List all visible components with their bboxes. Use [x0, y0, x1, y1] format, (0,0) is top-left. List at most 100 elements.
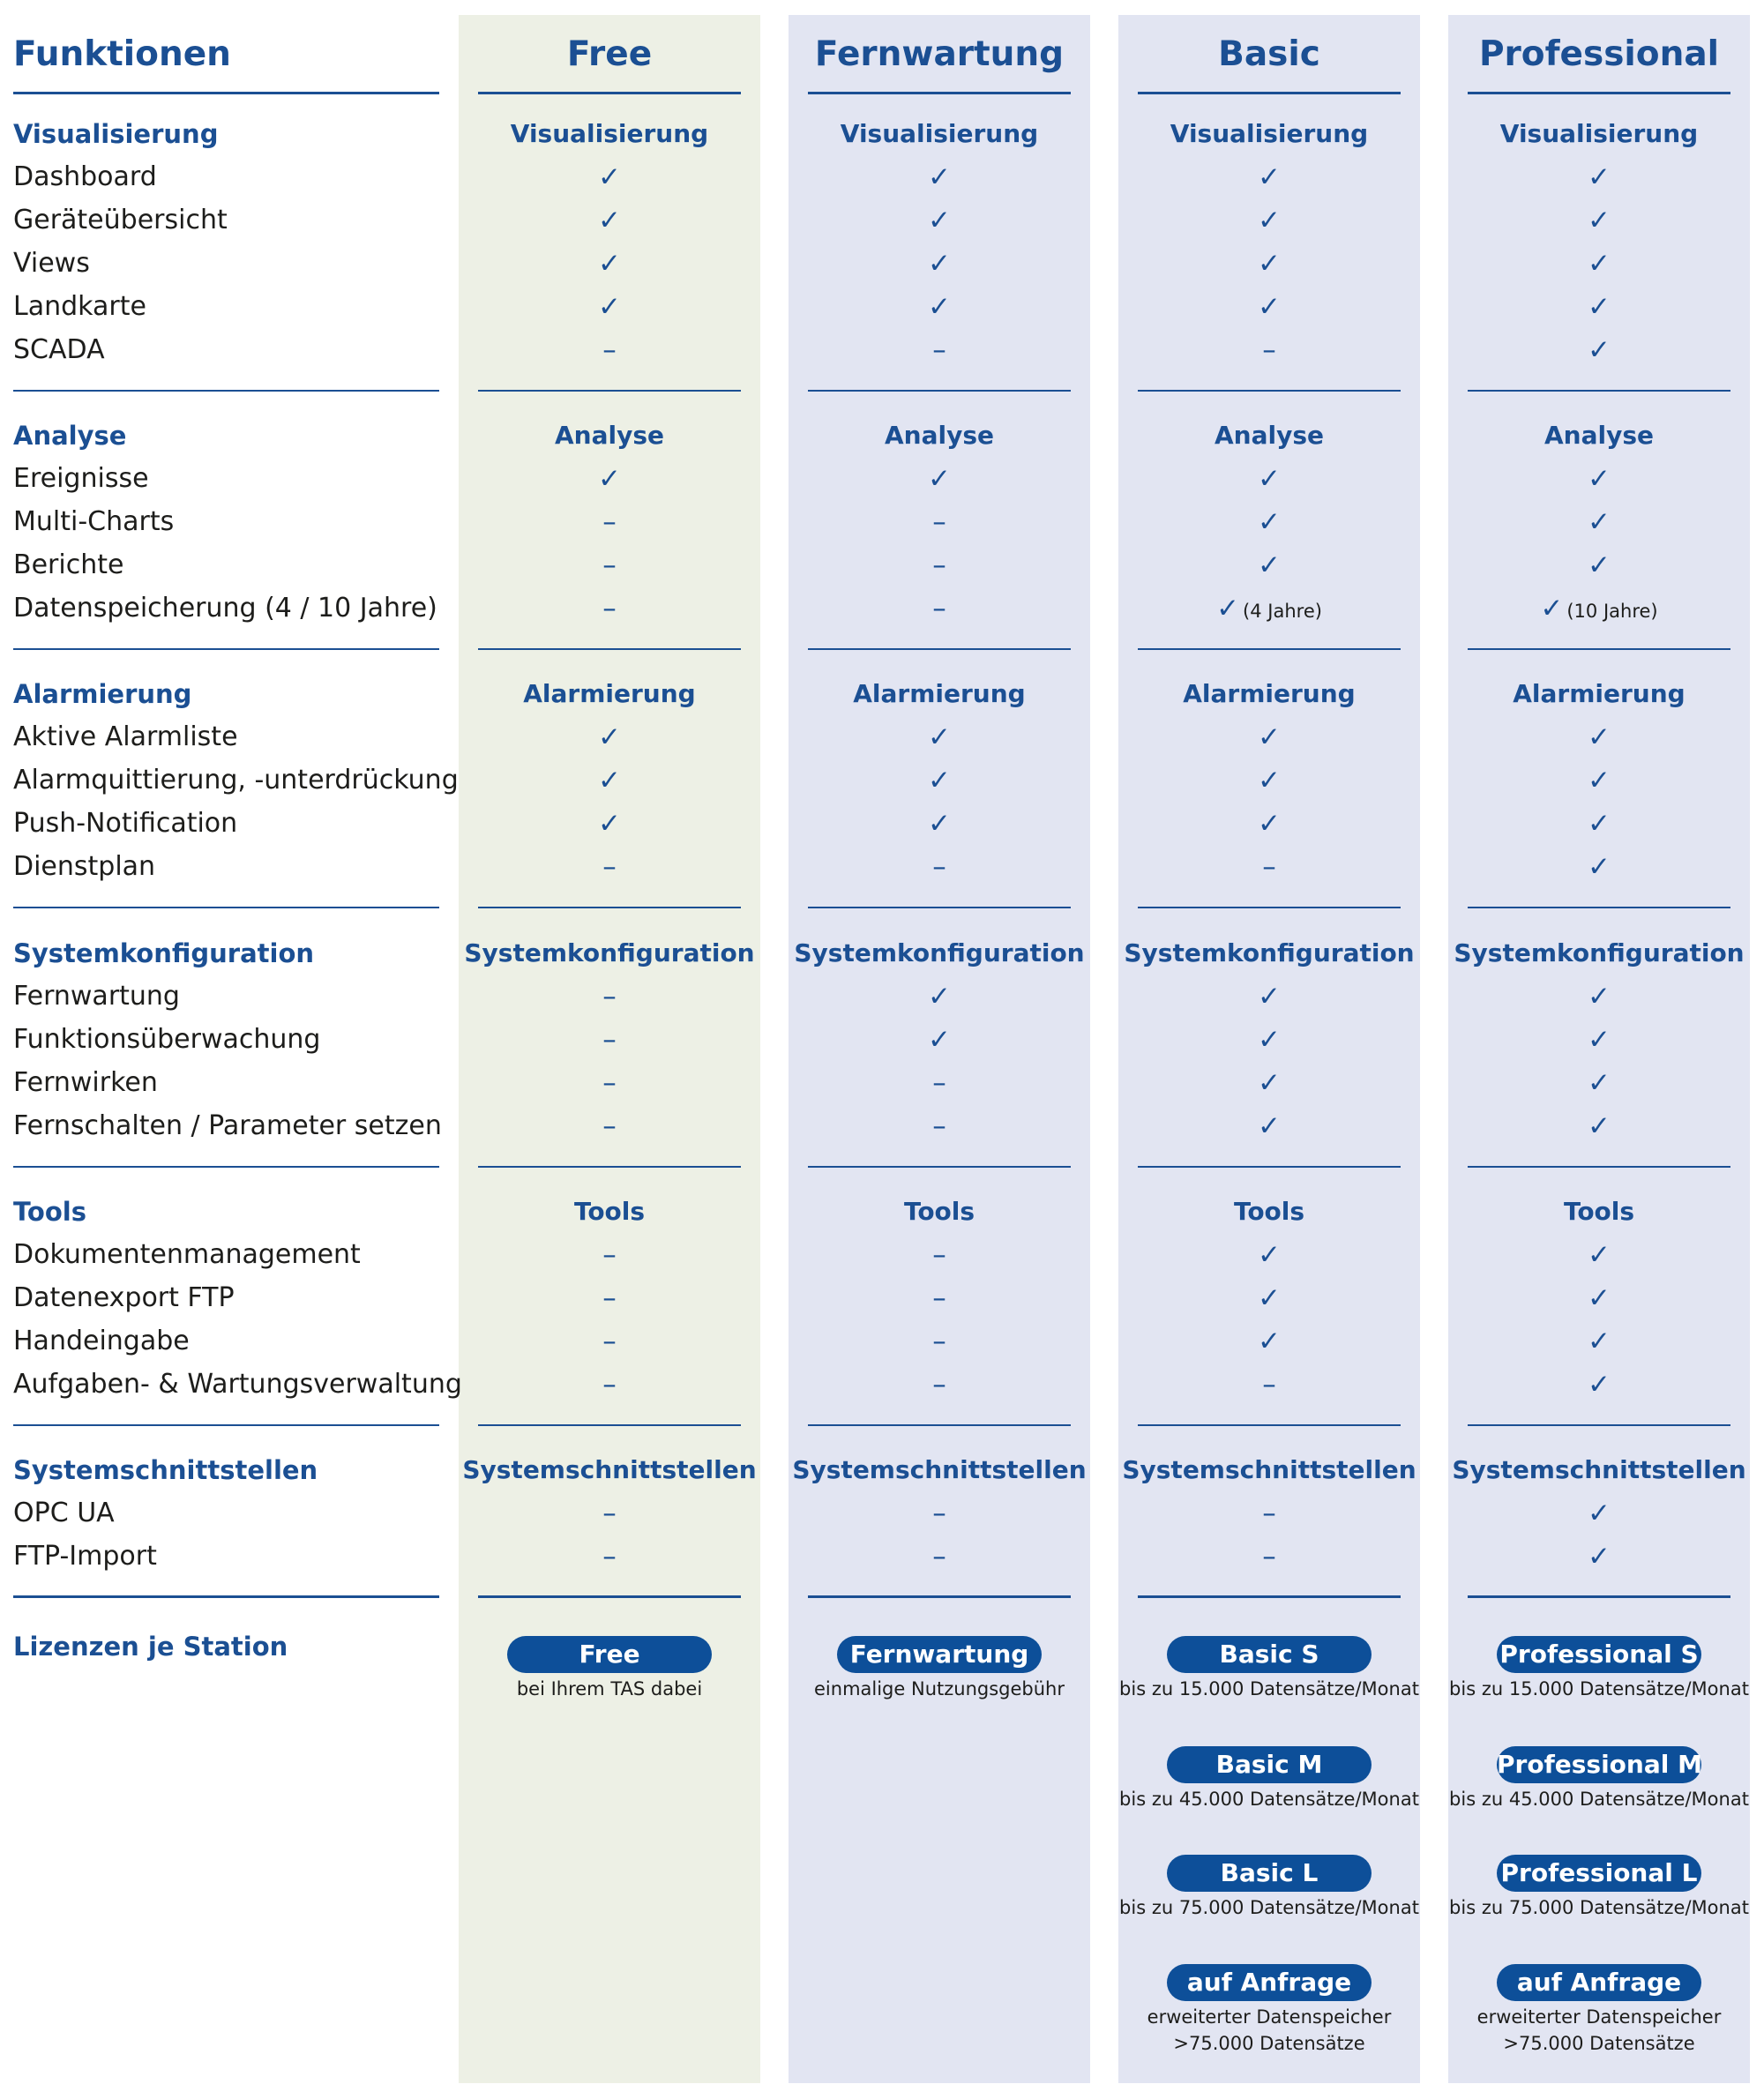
- plan-section-title-systemschnittstellen: Systemschnittstellen: [1452, 1455, 1746, 1484]
- feature-cell: ✓: [1448, 1320, 1750, 1363]
- feature-cell: ✓: [1448, 846, 1750, 888]
- basic-column-background: [1118, 15, 1420, 2083]
- checkmark-icon: ✓: [1588, 1498, 1611, 1529]
- dash-icon: –: [932, 851, 946, 883]
- dash-icon: –: [932, 1498, 946, 1529]
- feature-label: Dienstplan: [13, 851, 156, 882]
- feature-cell: –: [459, 1019, 760, 1061]
- plan-section-title-alarmierung: Alarmierung: [1513, 679, 1686, 708]
- feature-cell: ✓: [789, 286, 1090, 328]
- section-visualisierung-divider-functions: [13, 390, 439, 392]
- section-systemkonfiguration-divider-functions: [13, 1166, 439, 1168]
- feature-cell: ✓: [459, 156, 760, 198]
- license-badge-basic-s: Basic S: [1167, 1636, 1372, 1673]
- checkmark-icon: ✓: [598, 808, 621, 840]
- dash-icon: –: [932, 1541, 946, 1572]
- section-title-visualisierung: Visualisierung: [13, 119, 219, 149]
- checkmark-icon: ✓: [1258, 161, 1281, 193]
- checkmark-icon: ✓: [1258, 1326, 1281, 1357]
- feature-cell: ✓: [1448, 544, 1750, 586]
- dash-icon: –: [1262, 1498, 1276, 1529]
- license-description: bis zu 75.000 Datensätze/Monat: [1119, 1897, 1419, 1918]
- feature-cell: –: [459, 544, 760, 586]
- feature-cell: –: [789, 1105, 1090, 1147]
- feature-label: Push-Notification: [13, 808, 238, 839]
- plan-section-title-analyse: Analyse: [1214, 421, 1324, 450]
- checkmark-icon: ✓: [1588, 1110, 1611, 1142]
- feature-cell: ✓: [789, 199, 1090, 242]
- feature-cell: ✓: [789, 156, 1090, 198]
- plan-section-title-visualisierung: Visualisierung: [1499, 119, 1699, 148]
- feature-cell: ✓: [459, 803, 760, 845]
- feature-cell: ✓: [1448, 803, 1750, 845]
- license-description: bis zu 45.000 Datensätze/Monat: [1119, 1789, 1419, 1810]
- feature-cell: ✓: [789, 803, 1090, 845]
- feature-cell: ✓: [1448, 1492, 1750, 1535]
- dash-icon: –: [602, 1239, 617, 1271]
- feature-cell: ✓: [1448, 1019, 1750, 1061]
- feature-cell: –: [1118, 1535, 1420, 1578]
- feature-cell: ✓ (4 Jahre): [1118, 587, 1420, 630]
- dash-icon: –: [932, 506, 946, 538]
- dash-icon: –: [602, 506, 617, 538]
- feature-label: Dokumentenmanagement: [13, 1239, 361, 1270]
- feature-label: Berichte: [13, 549, 124, 580]
- section-title-systemkonfiguration: Systemkonfiguration: [13, 938, 315, 968]
- feature-cell: ✓: [1448, 1363, 1750, 1406]
- plan-section-title-systemschnittstellen: Systemschnittstellen: [792, 1455, 1087, 1484]
- feature-cell: –: [1118, 1492, 1420, 1535]
- section-alarmierung-divider-plan-4: [1468, 907, 1730, 908]
- free-column-background: [459, 15, 760, 2083]
- feature-cell: ✓: [1118, 544, 1420, 586]
- checkmark-icon: ✓: [1258, 1110, 1281, 1142]
- plan-section-title-systemkonfiguration: Systemkonfiguration: [794, 938, 1085, 967]
- feature-label: Aktive Alarmliste: [13, 721, 238, 752]
- plan-section-title-tools: Tools: [1233, 1197, 1305, 1226]
- feature-cell: ✓: [1448, 286, 1750, 328]
- dash-icon: –: [932, 1369, 946, 1401]
- plan-section-title-systemschnittstellen: Systemschnittstellen: [1122, 1455, 1416, 1484]
- dash-icon: –: [932, 1110, 946, 1142]
- license-badge-auf-anfrage: auf Anfrage: [1497, 1964, 1701, 2001]
- license-description: bis zu 45.000 Datensätze/Monat: [1449, 1789, 1749, 1810]
- header-divider-plan-4: [1468, 92, 1730, 94]
- checkmark-icon: ✓: [1588, 808, 1611, 840]
- feature-label: Fernwirken: [13, 1067, 158, 1098]
- license-description: >75.000 Datensätze: [1503, 2033, 1695, 2054]
- feature-cell: –: [789, 587, 1090, 630]
- feature-label: Fernschalten / Parameter setzen: [13, 1110, 442, 1141]
- feature-cell: –: [459, 1105, 760, 1147]
- feature-cell: ✓: [1118, 975, 1420, 1018]
- feature-cell: ✓: [1118, 759, 1420, 802]
- plan-section-title-analyse: Analyse: [884, 421, 994, 450]
- section-visualisierung-divider-plan-2: [808, 390, 1071, 392]
- license-description: erweiterter Datenspeicher: [1147, 2006, 1392, 2028]
- checkmark-icon: ✓: [1258, 1024, 1281, 1056]
- feature-cell: ✓: [1448, 759, 1750, 802]
- feature-cell: –: [459, 1234, 760, 1276]
- feature-cell: ✓: [1118, 1105, 1420, 1147]
- feature-cell: –: [459, 1277, 760, 1319]
- plan-section-title-tools: Tools: [903, 1197, 975, 1226]
- license-badge-basic-m: Basic M: [1167, 1746, 1372, 1783]
- section-title-alarmierung: Alarmierung: [13, 679, 192, 709]
- license-description: bis zu 75.000 Datensätze/Monat: [1449, 1897, 1749, 1918]
- section-title-tools: Tools: [13, 1197, 86, 1227]
- footer-divider-plan-3: [1138, 1595, 1401, 1598]
- feature-cell: ✓: [1448, 716, 1750, 758]
- section-analyse-divider-plan-3: [1138, 648, 1401, 650]
- feature-cell: ✓: [459, 286, 760, 328]
- plan-section-title-analyse: Analyse: [554, 421, 664, 450]
- license-description: erweiterter Datenspeicher: [1476, 2006, 1722, 2028]
- checkmark-icon: ✓: [1588, 549, 1611, 581]
- dash-icon: –: [932, 549, 946, 581]
- feature-cell: ✓ (10 Jahre): [1448, 587, 1750, 630]
- retention-note: (4 Jahre): [1243, 601, 1322, 622]
- professional-column-background: [1448, 15, 1750, 2083]
- section-alarmierung-divider-plan-3: [1138, 907, 1401, 908]
- checkmark-icon: ✓: [1258, 721, 1281, 753]
- checkmark-icon: ✓: [1588, 981, 1611, 1012]
- dash-icon: –: [602, 334, 617, 366]
- feature-label: Fernwartung: [13, 981, 180, 1012]
- checkmark-icon: ✓: [1588, 334, 1611, 366]
